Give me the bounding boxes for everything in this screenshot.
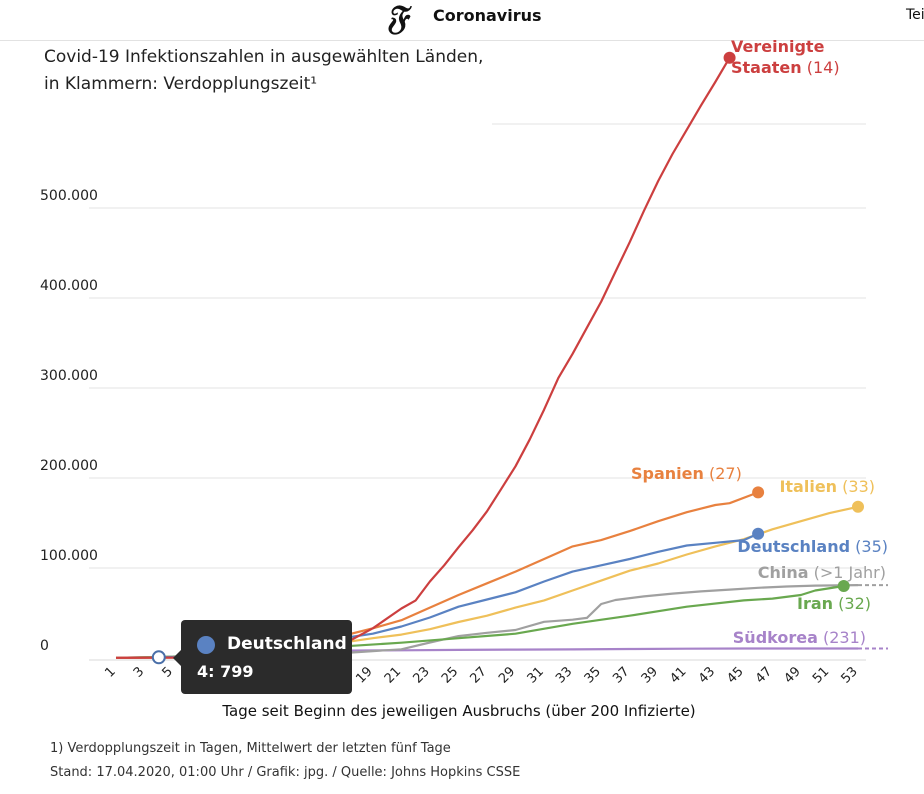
top-bar: 𝔉 Coronavirus Tei <box>0 0 924 41</box>
section-title[interactable]: Coronavirus <box>433 6 542 25</box>
series-label-name: Iran <box>797 594 833 613</box>
series-end-marker-germany <box>752 527 765 540</box>
footnote-doubling: 1) Verdopplungszeit in Tagen, Mittelwert… <box>50 741 451 756</box>
series-label-china: China (>1 Jahr) <box>758 563 886 582</box>
tooltip-value: 4: 799 <box>197 662 254 681</box>
series-label-usa: Vereinigte <box>731 37 825 56</box>
series-label-doubling: (33) <box>837 477 875 496</box>
series-label-doubling: (>1 Jahr) <box>809 563 886 582</box>
x-tick-label: 27 <box>468 664 490 686</box>
x-tick-label: 53 <box>839 664 861 686</box>
series-label-doubling: (14) <box>802 58 840 77</box>
series-label-spain: Spanien (27) <box>631 464 742 483</box>
share-button[interactable]: Tei <box>906 7 924 23</box>
series-label-name: Vereinigte <box>731 37 825 56</box>
series-label-usa: Staaten (14) <box>731 58 840 77</box>
series-end-marker-usa <box>723 51 736 64</box>
y-tick-label: 0 <box>40 638 49 654</box>
y-tick-label: 400.000 <box>40 278 98 294</box>
x-tick-label: 51 <box>810 664 832 686</box>
y-tick-label: 300.000 <box>40 368 98 384</box>
x-tick-label: 31 <box>525 664 547 686</box>
faz-logo[interactable]: 𝔉 <box>386 0 408 38</box>
tooltip-arrow <box>173 650 181 666</box>
x-tick-label: 43 <box>696 664 718 686</box>
x-tick-label: 45 <box>724 664 746 686</box>
series-label-iran: Iran (32) <box>797 594 871 613</box>
series-label-name: Staaten <box>731 58 802 77</box>
y-tick-label: 100.000 <box>40 548 98 564</box>
x-tick-label: 1 <box>102 664 118 680</box>
x-tick-label: 37 <box>610 664 632 686</box>
tooltip-series-dot <box>197 636 215 654</box>
chart-subtitle: in Klammern: Verdopplungszeit¹ <box>44 74 318 94</box>
hover-marker-germany <box>151 650 166 665</box>
x-tick-label: 29 <box>496 664 518 686</box>
chart-title: Covid-19 Infektionszahlen in ausgewählte… <box>44 47 484 67</box>
x-tick-label: 35 <box>582 664 604 686</box>
y-tick-label: 500.000 <box>40 188 98 204</box>
x-tick-label: 23 <box>410 664 432 686</box>
y-tick-label: 200.000 <box>40 458 98 474</box>
tooltip: Deutschland 4: 799 <box>173 620 352 694</box>
series-label-doubling: (27) <box>704 464 742 483</box>
x-tick-label: 19 <box>353 664 375 686</box>
tooltip-country: Deutschland <box>227 634 347 654</box>
series-end-marker-italy <box>852 500 864 513</box>
x-tick-label: 47 <box>753 664 775 686</box>
chart-title-block: Covid-19 Infektionszahlen in ausgewählte… <box>44 44 483 98</box>
series-end-marker-iran <box>837 580 850 592</box>
series-line-china <box>115 584 859 659</box>
x-tick-label: 5 <box>159 664 175 680</box>
series-label-doubling: (32) <box>833 594 871 613</box>
series-label-name: Italien <box>779 477 837 496</box>
series-end-marker-spain <box>752 486 765 499</box>
series-label-korea: Südkorea (231) <box>733 628 866 647</box>
x-tick-label: 49 <box>781 664 803 686</box>
series-label-name: Spanien <box>631 464 704 483</box>
series-label-name: Südkorea <box>733 628 818 647</box>
series-label-doubling: (35) <box>850 537 888 556</box>
series-label-doubling: (231) <box>818 628 866 647</box>
series-label-italy: Italien (33) <box>779 477 875 496</box>
x-tick-label: 41 <box>667 664 689 686</box>
x-tick-label: 25 <box>439 664 461 686</box>
series-label-name: China <box>758 563 809 582</box>
x-tick-label: 39 <box>639 664 661 686</box>
footnote-source: Stand: 17.04.2020, 01:00 Uhr / Grafik: j… <box>50 765 521 780</box>
x-axis-label: Tage seit Beginn des jeweiligen Ausbruch… <box>221 702 695 720</box>
series-label-germany: Deutschland (35) <box>737 537 888 556</box>
x-tick-label: 33 <box>553 664 575 686</box>
x-tick-label: 21 <box>382 664 404 686</box>
x-tick-label: 3 <box>131 664 147 680</box>
series-label-name: Deutschland <box>737 537 850 556</box>
